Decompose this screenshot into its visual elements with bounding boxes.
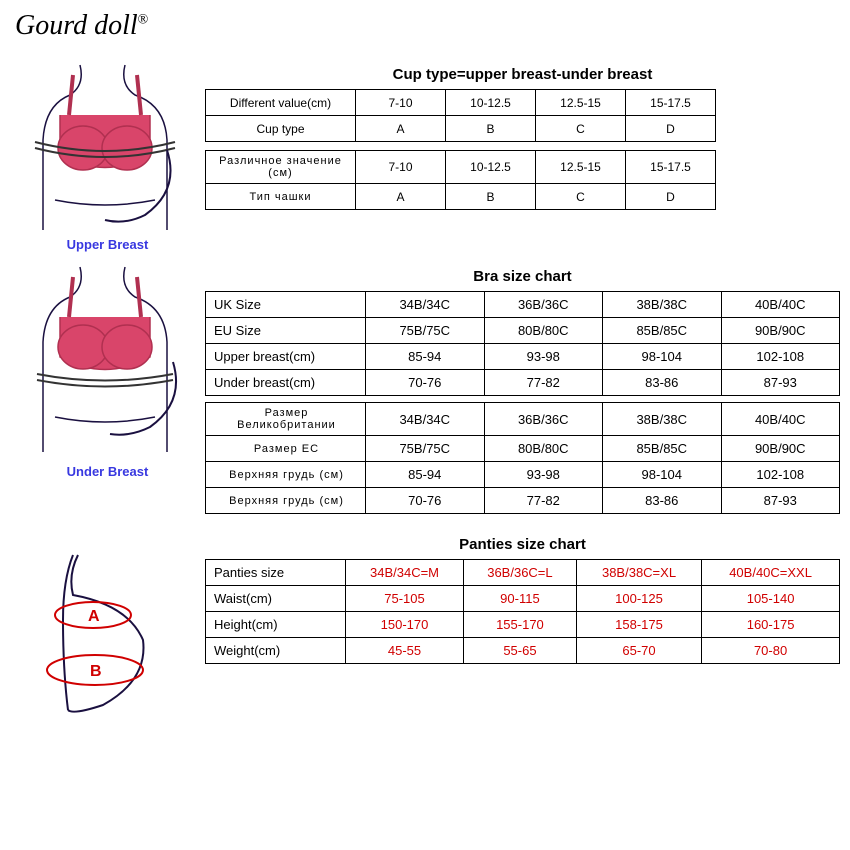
- cup-type-table-en: Different value(cm) 7-10 10-12.5 12.5-15…: [205, 89, 716, 142]
- table-cell: 38B/38C: [603, 403, 722, 436]
- table-cell: 83-86: [603, 370, 722, 396]
- table-row-label: Upper breast(cm): [206, 344, 366, 370]
- table-cell: 70-80: [702, 638, 840, 664]
- table-cell: 40B/40C: [721, 292, 840, 318]
- svg-text:A: A: [88, 608, 100, 625]
- upper-breast-illustration: Upper Breast: [10, 60, 205, 252]
- table-cell: 36B/36C: [484, 403, 603, 436]
- table-cell: 87-93: [721, 488, 840, 514]
- table-cell: 85B/85C: [603, 436, 722, 462]
- table-cell: 100-125: [576, 586, 701, 612]
- panties-chart-title: Panties size chart: [205, 536, 840, 553]
- table-cell: 90-115: [464, 586, 577, 612]
- table-cell: 105-140: [702, 586, 840, 612]
- table-row-label: EU Size: [206, 318, 366, 344]
- table-cell: 65-70: [576, 638, 701, 664]
- table-cell: 93-98: [484, 462, 603, 488]
- bra-chart-title: Bra size chart: [205, 268, 840, 285]
- cup-type-section: Upper Breast Cup type=upper breast-under…: [10, 60, 840, 252]
- table-cell: 102-108: [721, 462, 840, 488]
- table-cell: 75B/75C: [366, 318, 485, 344]
- table-cell: 34B/34C: [366, 292, 485, 318]
- table-cell: 158-175: [576, 612, 701, 638]
- table-cell: 93-98: [484, 344, 603, 370]
- panty-illustration: A B: [10, 530, 205, 720]
- table-cell: 90B/90C: [721, 436, 840, 462]
- table-cell: 77-82: [484, 370, 603, 396]
- table-cell: 36B/36C=L: [464, 560, 577, 586]
- table-cell: 160-175: [702, 612, 840, 638]
- table-cell: 83-86: [603, 488, 722, 514]
- table-cell: 70-76: [366, 370, 485, 396]
- table-row-label: Верхняя грудь (см): [206, 488, 366, 514]
- table-cell: 75-105: [346, 586, 464, 612]
- upper-breast-label: Upper Breast: [10, 237, 205, 252]
- table-row-label: UK Size: [206, 292, 366, 318]
- table-cell: 80B/80C: [484, 436, 603, 462]
- table-cell: 98-104: [603, 344, 722, 370]
- table-cell: 75B/75C: [366, 436, 485, 462]
- table-cell: 85B/85C: [603, 318, 722, 344]
- table-cell: 85-94: [366, 344, 485, 370]
- table-row-label: Верхняя грудь (см): [206, 462, 366, 488]
- table-row-label: Waist(cm): [206, 586, 346, 612]
- table-cell: 38B/38C=XL: [576, 560, 701, 586]
- table-cell: 85-94: [366, 462, 485, 488]
- table-cell: 40B/40C: [721, 403, 840, 436]
- cup-type-table-ru: Различное значение (см) 7-10 10-12.5 12.…: [205, 150, 716, 210]
- table-cell: 102-108: [721, 344, 840, 370]
- cup-type-title: Cup type=upper breast-under breast: [205, 66, 840, 83]
- panties-table: Panties size34B/34C=M36B/36C=L38B/38C=XL…: [205, 559, 840, 664]
- table-cell: 40B/40C=XXL: [702, 560, 840, 586]
- table-cell: 98-104: [603, 462, 722, 488]
- under-breast-label: Under Breast: [10, 464, 205, 479]
- table-cell: 34B/34C: [366, 403, 485, 436]
- table-row-label: Weight(cm): [206, 638, 346, 664]
- table-row-label: Размер Великобритании: [206, 403, 366, 436]
- bra-table-en: UK Size34B/34C36B/36C38B/38C40B/40C EU Si…: [205, 291, 840, 396]
- bra-table-ru: Размер Великобритании34B/34C36B/36C38B/3…: [205, 402, 840, 514]
- table-cell: 38B/38C: [603, 292, 722, 318]
- under-breast-illustration: Under Breast: [10, 262, 205, 479]
- table-cell: 36B/36C: [484, 292, 603, 318]
- table-cell: 90B/90C: [721, 318, 840, 344]
- table-cell: 45-55: [346, 638, 464, 664]
- table-cell: 70-76: [366, 488, 485, 514]
- panties-section: A B Panties size chart Panties size34B/3…: [10, 530, 840, 720]
- table-row-label: Under breast(cm): [206, 370, 366, 396]
- svg-text:B: B: [90, 663, 102, 680]
- table-cell: 34B/34C=M: [346, 560, 464, 586]
- table-cell: 55-65: [464, 638, 577, 664]
- table-cell: 155-170: [464, 612, 577, 638]
- table-cell: 80B/80C: [484, 318, 603, 344]
- bra-size-section: Under Breast Bra size chart UK Size34B/3…: [10, 262, 840, 520]
- brand-logo: Gourd doll®: [15, 10, 148, 42]
- table-cell: 77-82: [484, 488, 603, 514]
- table-row-label: Размер ЕС: [206, 436, 366, 462]
- table-row-label: Height(cm): [206, 612, 346, 638]
- table-cell: 150-170: [346, 612, 464, 638]
- table-cell: 87-93: [721, 370, 840, 396]
- table-row-label: Panties size: [206, 560, 346, 586]
